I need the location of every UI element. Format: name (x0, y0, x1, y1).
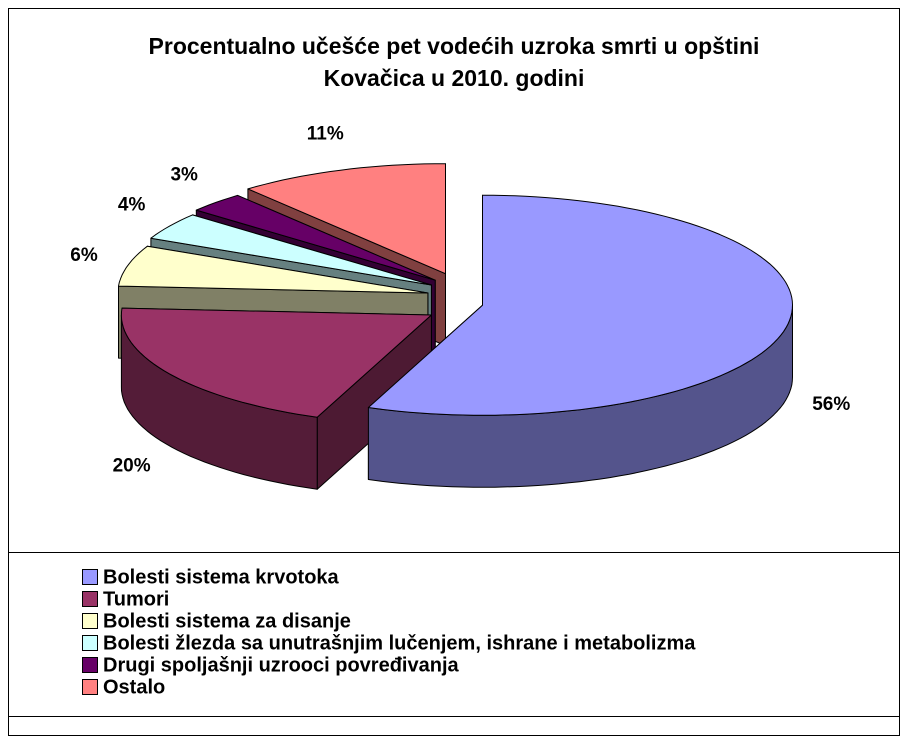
chart-title: Procentualno učešće pet vodećih uzroka s… (148, 33, 760, 91)
legend-label: Bolesti sistema za disanje (103, 610, 351, 632)
data-label: 3% (170, 165, 198, 186)
slice-top (247, 163, 446, 275)
legend-label: Drugi spoljašnji uzrooci povređivanja (103, 654, 460, 676)
legend-swatch (82, 679, 98, 695)
frame (8, 8, 900, 736)
legend-label: Tumori (103, 588, 169, 610)
slice-top (195, 194, 436, 281)
legend-label: Bolesti žlezda sa unutrašnjim lučenjem, … (103, 632, 696, 654)
data-label: 11% (307, 123, 344, 144)
legend-swatch (82, 635, 98, 651)
slice-top (367, 194, 793, 416)
data-label: 6% (70, 245, 98, 266)
legend-label: Ostalo (103, 676, 165, 698)
slice-top (150, 214, 432, 286)
legend-swatch (82, 613, 98, 629)
legend-label: Bolesti sistema krvotoka (103, 566, 340, 588)
slice-top (118, 245, 429, 294)
legend-swatch (82, 569, 98, 585)
slice-top (120, 307, 432, 418)
legend-swatch (82, 591, 98, 607)
data-label: 4% (118, 195, 146, 216)
data-label: 56% (812, 394, 850, 415)
data-label: 20% (113, 455, 151, 476)
legend-swatch (82, 657, 98, 673)
